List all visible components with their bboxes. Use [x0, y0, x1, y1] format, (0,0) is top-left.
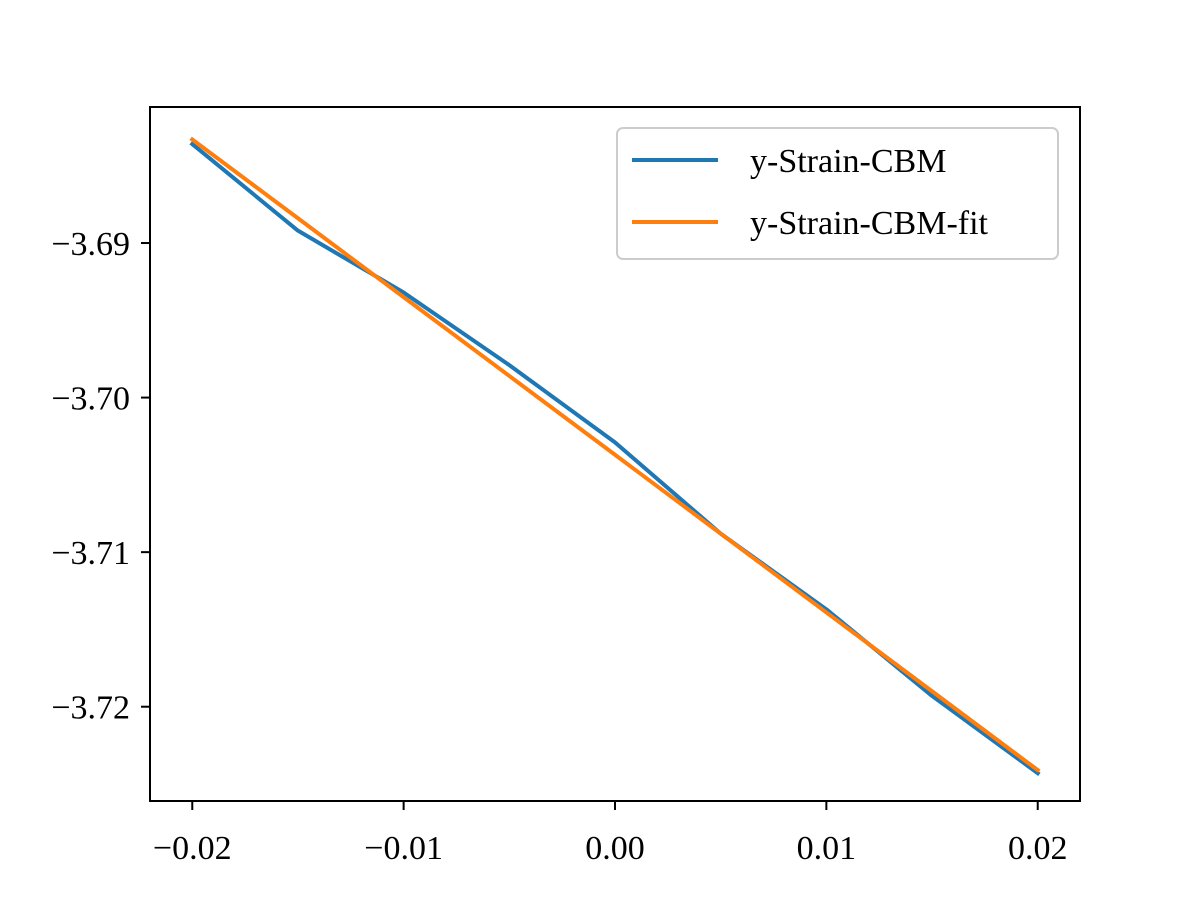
y-tick-label: −3.70 — [51, 381, 130, 418]
legend: y-Strain-CBM y-Strain-CBM-fit — [616, 127, 1059, 260]
x-tick-label: 0.02 — [1008, 830, 1068, 867]
x-tick-label: 0.00 — [585, 830, 645, 867]
y-axis: −3.69 −3.70 −3.71 −3.72 — [51, 226, 150, 727]
legend-label-y-strain-cbm-fit: y-Strain-CBM-fit — [750, 205, 989, 242]
legend-box — [616, 127, 1059, 260]
series-line-y-strain-cbm-fit — [189, 136, 1041, 773]
y-tick-label: −3.71 — [51, 535, 130, 572]
series-layer — [189, 136, 1041, 776]
x-tick-label: −0.02 — [153, 830, 232, 867]
y-tick-label: −3.69 — [51, 226, 130, 263]
x-axis: −0.02 −0.01 0.00 0.01 0.02 — [153, 801, 1068, 867]
x-tick-label: 0.01 — [797, 830, 857, 867]
legend-label-y-strain-cbm: y-Strain-CBM — [750, 143, 946, 180]
x-tick-label: −0.01 — [364, 830, 443, 867]
y-tick-label: −3.72 — [51, 690, 130, 727]
